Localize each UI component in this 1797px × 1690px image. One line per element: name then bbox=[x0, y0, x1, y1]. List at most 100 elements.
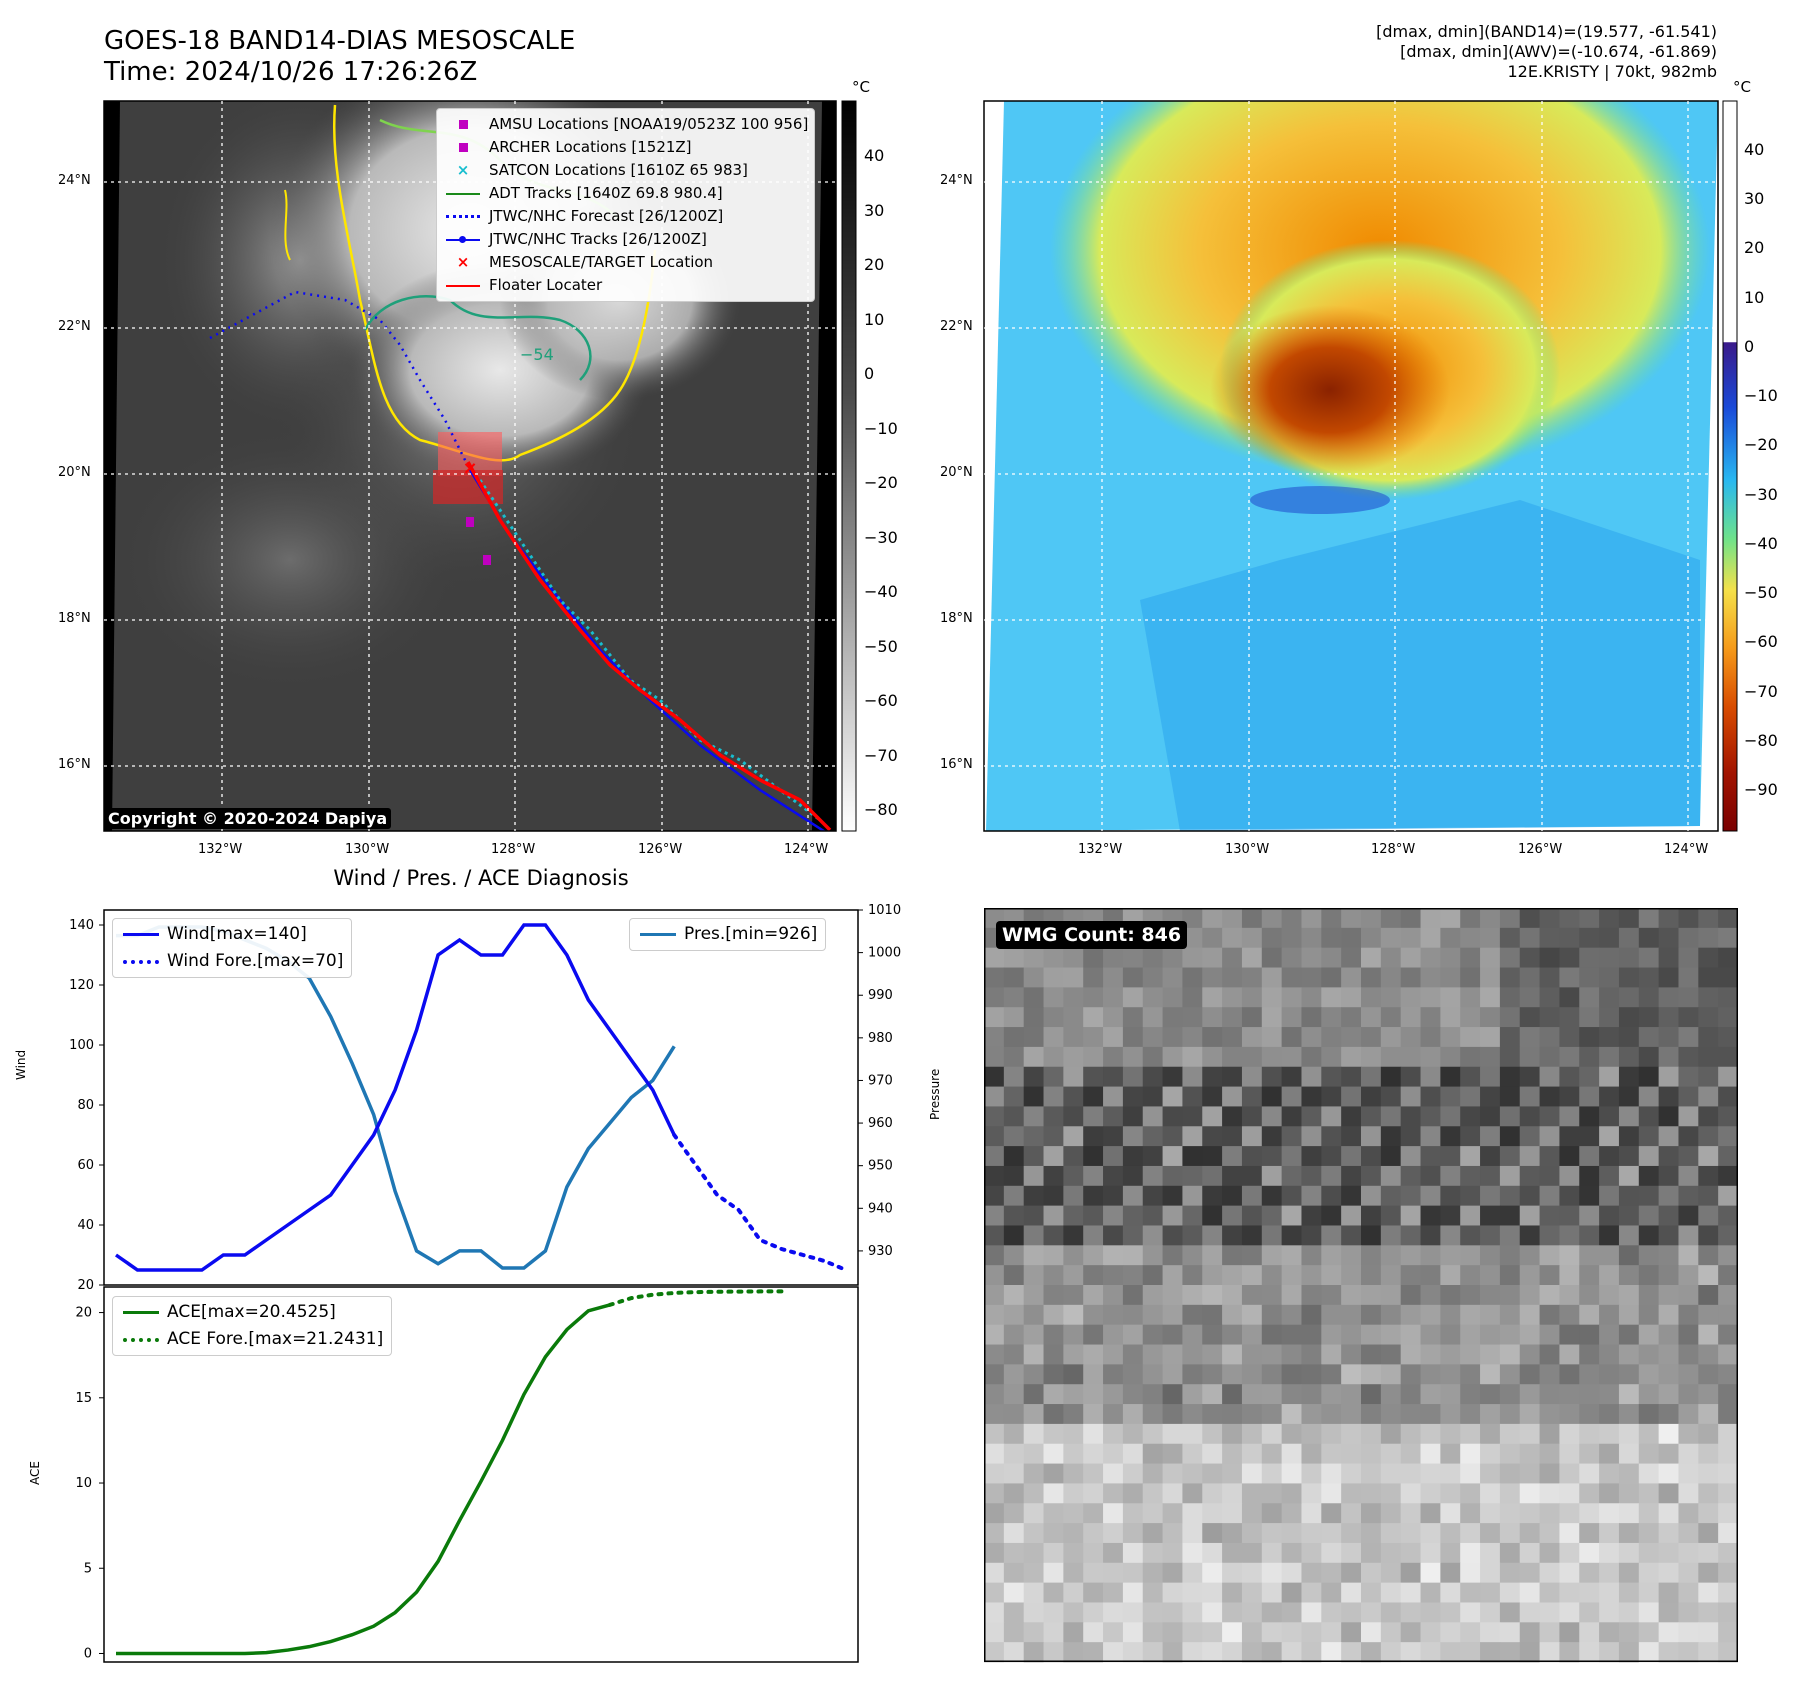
awv-lat-tick: 16°N bbox=[940, 757, 973, 772]
ir-colorbar-tick: −80 bbox=[864, 800, 898, 819]
line-icon bbox=[123, 1311, 159, 1314]
awv-lon-tick: 130°W bbox=[1225, 842, 1270, 857]
pressure-tick-label: 970 bbox=[868, 1073, 893, 1088]
ace-tick-label: 10 bbox=[75, 1476, 92, 1491]
ir-colorbar-tick: −20 bbox=[864, 473, 898, 492]
wmg-count-badge: WMG Count: 846 bbox=[996, 921, 1188, 949]
awv-lon-tick: 124°W bbox=[1664, 842, 1709, 857]
floater-track bbox=[466, 461, 832, 831]
ir-colorbar-tick: 10 bbox=[864, 309, 885, 329]
wind-tick-label: 120 bbox=[69, 978, 94, 993]
awv-lat-tick: 18°N bbox=[940, 611, 973, 626]
ir-lat-tick: 16°N bbox=[58, 757, 91, 772]
ir-lat-tick: 24°N bbox=[58, 173, 91, 188]
ir-lat-tick: 20°N bbox=[58, 465, 91, 480]
legend-item-ace: ACE[max=20.4525] bbox=[121, 1299, 383, 1326]
wind-forecast-line bbox=[672, 1133, 848, 1272]
chart-title: GOES-18 BAND14-DIAS MESOSCALE bbox=[104, 26, 576, 56]
ir-colorbar-tick: 40 bbox=[864, 146, 885, 165]
pressure-tick-label: 1000 bbox=[868, 946, 901, 961]
wind-tick-label: 60 bbox=[77, 1158, 94, 1173]
wind-tick-label: 40 bbox=[77, 1218, 94, 1233]
ir-colorbar-tick: −40 bbox=[864, 582, 898, 601]
amsu-marker bbox=[483, 555, 491, 565]
pressure-tick-label: 980 bbox=[868, 1031, 893, 1046]
awv-colorbar-tick: −10 bbox=[1744, 386, 1778, 406]
ace-tick-label: 5 bbox=[84, 1561, 92, 1576]
legend-item-satcon: × SATCON Locations [1610Z 65 983] bbox=[443, 159, 808, 182]
ace-axes-frame bbox=[103, 1286, 859, 1663]
x-icon: × bbox=[456, 161, 470, 179]
pressure-tick-label: 990 bbox=[868, 988, 893, 1003]
dotted-line-icon bbox=[123, 959, 159, 964]
pressure-axis-label: Pressure bbox=[928, 1068, 942, 1120]
ace-legend: ACE[max=20.4525] ACE Fore.[max=21.2431] bbox=[112, 1296, 393, 1356]
contour-label: −54 bbox=[520, 345, 554, 364]
dotted-line-icon bbox=[446, 215, 480, 218]
chart-time: Time: 2024/10/26 17:26:26Z bbox=[104, 57, 478, 87]
awv-colorbar bbox=[1722, 100, 1738, 832]
diagnosis-title: Wind / Pres. / ACE Diagnosis bbox=[333, 866, 629, 890]
awv-colorbar-tick: 10 bbox=[1744, 287, 1765, 307]
ir-colorbar-tick: 0 bbox=[864, 364, 875, 383]
awv-lon-tick: 128°W bbox=[1371, 842, 1416, 857]
awv-colorbar-unit: °C bbox=[1733, 78, 1751, 96]
line-icon bbox=[446, 192, 480, 195]
ace-tick-label: 20 bbox=[75, 1306, 92, 1321]
awv-lon-tick: 126°W bbox=[1518, 842, 1563, 857]
awv-lat-tick: 24°N bbox=[940, 173, 973, 188]
ir-lon-tick: 126°W bbox=[638, 842, 683, 857]
wind-axes-frame bbox=[103, 909, 859, 1286]
awv-lat-tick: 22°N bbox=[940, 319, 973, 334]
ace-axis-label: ACE bbox=[28, 1461, 42, 1485]
ir-lon-tick: 132°W bbox=[198, 842, 243, 857]
ir-colorbar-tick: 20 bbox=[864, 255, 885, 274]
legend-item-ace-forecast: ACE Fore.[max=21.2431] bbox=[121, 1326, 383, 1353]
awv-colorbar-tick: 40 bbox=[1744, 140, 1765, 159]
awv-gridlines bbox=[984, 101, 1718, 831]
ir-colorbar-tick: −50 bbox=[864, 636, 898, 656]
ir-lon-tick: 124°W bbox=[784, 842, 829, 857]
ir-colorbar-unit: °C bbox=[852, 78, 870, 96]
ir-lat-tick: 22°N bbox=[58, 319, 91, 334]
legend-item-target: × MESOSCALE/TARGET Location bbox=[443, 251, 808, 274]
meta-band14: [dmax, dmin](BAND14)=(19.577, -61.541) bbox=[1376, 22, 1717, 41]
awv-colorbar-tick: −40 bbox=[1744, 533, 1778, 553]
wind-tick-label: 80 bbox=[77, 1098, 94, 1113]
ace-forecast-line bbox=[607, 1289, 784, 1307]
ace-tick-label: 0 bbox=[84, 1646, 92, 1661]
ir-lat-tick: 18°N bbox=[58, 611, 91, 626]
wind-axis-label: Wind bbox=[14, 1049, 28, 1080]
ace-tick-label: 15 bbox=[75, 1391, 92, 1406]
awv-colorbar-tick: 30 bbox=[1744, 189, 1765, 209]
legend-item-pressure: Pres.[min=926] bbox=[638, 921, 817, 948]
square-icon bbox=[458, 120, 468, 129]
ir-colorbar-tick: −60 bbox=[864, 691, 898, 710]
pressure-tick-label: 940 bbox=[868, 1201, 893, 1216]
pressure-legend: Pres.[min=926] bbox=[629, 918, 827, 951]
ir-lon-tick: 130°W bbox=[345, 842, 390, 857]
ir-legend: AMSU Locations [NOAA19/0523Z 100 956] AR… bbox=[436, 108, 816, 302]
ir-colorbar-tick: 30 bbox=[864, 200, 885, 220]
copyright-label: Copyright © 2020-2024 Dapiya bbox=[104, 808, 392, 829]
satcon-markers bbox=[478, 479, 821, 822]
line-icon bbox=[446, 284, 480, 287]
diagnosis-chart: 1401201008060402010101000990980970960950… bbox=[69, 903, 901, 1663]
awv-colorbar-tick: −30 bbox=[1744, 484, 1778, 504]
legend-item-adt: ADT Tracks [1640Z 69.8 980.4] bbox=[443, 182, 808, 205]
wmg-panel bbox=[984, 908, 1738, 1663]
awv-lon-tick: 132°W bbox=[1078, 842, 1123, 857]
pressure-tick-label: 950 bbox=[868, 1159, 893, 1174]
legend-item-archer: ARCHER Locations [1521Z] bbox=[443, 136, 808, 159]
awv-map-panel bbox=[983, 100, 1738, 832]
wind-tick-label: 140 bbox=[69, 918, 94, 933]
legend-item-jtwc-tracks: JTWC/NHC Tracks [26/1200Z] bbox=[443, 228, 808, 251]
wind-line bbox=[114, 923, 676, 1272]
awv-colorbar-tick: −60 bbox=[1744, 632, 1778, 652]
pressure-line bbox=[116, 925, 676, 1270]
ir-colorbar-tick: −10 bbox=[864, 418, 898, 438]
jtwc-forecast-line bbox=[209, 290, 472, 471]
awv-colorbar-tick: −50 bbox=[1744, 583, 1778, 603]
awv-colorbar-tick: −80 bbox=[1744, 730, 1778, 750]
meta-awv: [dmax, dmin](AWV)=(-10.674, -61.869) bbox=[1400, 42, 1717, 61]
